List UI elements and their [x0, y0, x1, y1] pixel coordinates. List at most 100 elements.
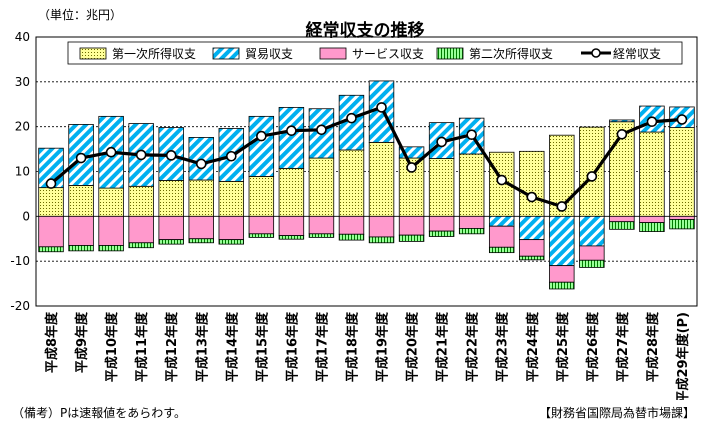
bar-segment [669, 215, 695, 220]
bar-segment [248, 233, 275, 238]
bar-segment [458, 153, 485, 217]
x-label-layer: 平成8年度 平成9年度 平成10年度 平成11年度 平成12年度 平成13年度 平成14年度… [44, 311, 691, 400]
line-point [346, 112, 357, 124]
x-tick-label: 平成8年度 [44, 311, 60, 373]
bar-segment [188, 215, 214, 240]
x-tick-label: 平成19年度 [375, 311, 391, 382]
bar-segment [218, 239, 245, 245]
line-point [466, 129, 477, 141]
x-tick-label: 平成21年度 [435, 311, 451, 382]
legend-swatch [436, 47, 464, 60]
bar-segment [368, 141, 395, 217]
line-layer [45, 102, 688, 212]
line-point [225, 150, 237, 162]
bar-segment [248, 176, 275, 217]
y-tick-label: -10 [10, 254, 30, 268]
bar-segment [579, 259, 605, 268]
bar-segment [248, 115, 275, 177]
x-tick-label: 平成22年度 [465, 311, 481, 382]
bar-segment [639, 222, 665, 232]
bar-segment [338, 149, 365, 217]
line-point [195, 158, 207, 170]
bar-segment [549, 265, 575, 283]
x-tick-label: 平成27年度 [615, 311, 631, 382]
legend-label: サービス収支 [352, 47, 424, 61]
line-point [406, 162, 417, 173]
bar-segment [278, 215, 305, 237]
line-point [556, 201, 568, 212]
x-tick-label: 平成9年度 [74, 311, 90, 373]
footnote: （備考）Pは速報値をあらわす。 [12, 406, 187, 420]
bars-layer [38, 80, 695, 290]
y-tick-label: 0 [22, 209, 30, 223]
x-tick-label: 平成18年度 [344, 311, 360, 382]
line-point [75, 152, 87, 164]
legend-label: 貿易収支 [245, 47, 293, 61]
bar-segment [308, 157, 335, 217]
bar-segment [38, 246, 64, 253]
bar-segment [68, 184, 94, 217]
line-point [646, 116, 658, 128]
bar-segment [579, 215, 605, 247]
bar-segment [519, 215, 545, 241]
line-point [256, 130, 267, 142]
unit-label: （単位：兆円） [38, 8, 123, 22]
bar-segment [98, 245, 124, 252]
x-tick-label: 平成13年度 [194, 311, 210, 382]
x-tick-label: 平成17年度 [314, 311, 330, 382]
x-tick-label: 平成14年度 [224, 311, 240, 382]
bar-segment [428, 158, 455, 217]
bar-segment [218, 215, 245, 241]
bar-segment [158, 180, 184, 217]
y-tick-label: 40 [15, 30, 30, 44]
x-tick-label: 平成24年度 [525, 311, 541, 382]
line-point [135, 149, 147, 161]
x-tick-label: 平成29年度(P) [675, 312, 691, 400]
line-point [376, 102, 387, 113]
bar-segment [669, 127, 695, 217]
bar-segment [519, 239, 545, 257]
line-point [496, 174, 508, 186]
line-point [286, 125, 297, 137]
bar-segment [458, 215, 485, 229]
source-note: 【財務省国際局為替市場課】 [538, 406, 695, 420]
x-tick-label: 平成28年度 [645, 311, 661, 382]
bar-segment [128, 242, 154, 249]
bar-segment [609, 119, 635, 123]
x-tick-label: 平成11年度 [134, 311, 150, 382]
bar-segment [68, 245, 94, 252]
bar-segment [218, 180, 245, 217]
x-tick-label: 平成20年度 [405, 311, 421, 382]
axis-layer: -20 -10 0 10 20 30 40 [10, 30, 30, 313]
bar-segment [98, 215, 124, 246]
line-point [105, 146, 117, 158]
bar-segment [519, 255, 545, 261]
bar-segment [38, 215, 64, 248]
bar-segment [158, 215, 184, 241]
current-account-line [49, 105, 683, 209]
bar-segment [98, 187, 124, 217]
bar-segment [458, 228, 485, 235]
x-tick-label: 平成26年度 [585, 311, 601, 382]
legend-label: 経常収支 [613, 47, 661, 61]
bar-segment [128, 185, 154, 217]
bar-segment [338, 233, 365, 241]
y-tick-label: 10 [15, 165, 30, 179]
bar-segment [368, 215, 395, 238]
bar-segment [398, 146, 425, 159]
bar-segment [398, 234, 425, 242]
bar-segment [519, 150, 545, 217]
legend-marker [591, 48, 601, 58]
bar-segment [278, 106, 305, 169]
line-point [165, 150, 177, 161]
bar-segment [488, 246, 515, 254]
bar-segment [248, 215, 275, 235]
line-point [45, 178, 57, 189]
legend-swatch [212, 47, 240, 60]
legend-label: 第二次所得収支 [469, 46, 553, 61]
y-tick-label: 20 [15, 120, 30, 134]
bar-segment [609, 221, 635, 230]
legend-swatch [319, 47, 347, 60]
bar-segment [188, 179, 214, 217]
bar-segment [579, 245, 605, 261]
